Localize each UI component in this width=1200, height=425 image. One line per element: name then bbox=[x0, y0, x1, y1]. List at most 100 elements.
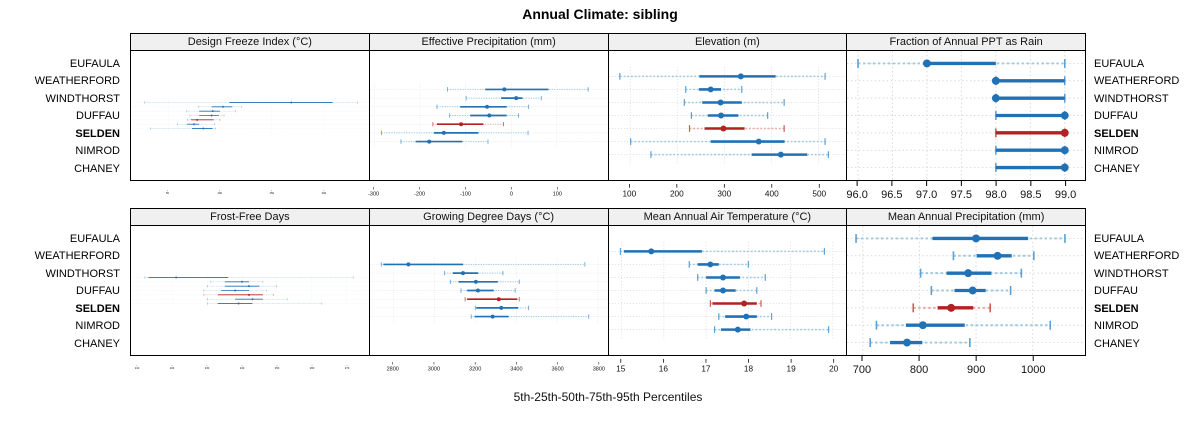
median-dot bbox=[513, 96, 518, 101]
panel-mean-annual-precipitation-mm: Mean Annual Precipitation (mm) 700 800 900 1… bbox=[846, 208, 1086, 380]
median-dot bbox=[717, 112, 724, 119]
row-label-selden: SELDEN bbox=[75, 127, 120, 140]
row-label-windthorst: WINDTHORST bbox=[45, 92, 120, 105]
median-dot bbox=[777, 151, 784, 158]
axis-tick-label: 210 bbox=[135, 366, 140, 370]
row-label-weatherford: WEATHERFORD bbox=[1094, 75, 1180, 87]
axis-tick-label: 98.5 bbox=[1020, 189, 1041, 201]
row-label-weatherford: WEATHERFORD bbox=[34, 75, 120, 87]
median-dot bbox=[919, 321, 928, 330]
row-label-nimrod: NIMROD bbox=[75, 145, 120, 157]
median-dot bbox=[947, 303, 956, 312]
panel-plot bbox=[607, 226, 848, 356]
axis-tick-label: 900 bbox=[967, 364, 985, 376]
panel-strip-title: Fraction of Annual PPT as Rain bbox=[846, 33, 1086, 51]
axis-tick-label: 3600 bbox=[551, 367, 563, 373]
axis-tick-label: 220 bbox=[170, 366, 175, 370]
chart-caption: 5th-25th-50th-75th-95th Percentiles bbox=[513, 390, 703, 404]
axis-tick-label: 0 bbox=[510, 192, 513, 198]
panel-x-axis: 100 200 300 400 500 bbox=[622, 183, 826, 199]
axis-tick-label: 250 bbox=[275, 366, 280, 370]
row-labels-left-top: EUFAULA WEATHERFORD WINDTHORST DUFFAU SELDEN… bbox=[0, 33, 126, 205]
panel-x-axis: 50 100 150 200 bbox=[166, 189, 327, 195]
axis-tick-label: 230 bbox=[205, 366, 210, 370]
axis-tick-label: 2800 bbox=[386, 367, 398, 373]
median-dot bbox=[923, 59, 932, 68]
axis-tick-label: 3000 bbox=[428, 367, 440, 373]
median-dot bbox=[719, 287, 726, 294]
panel-x-axis: -300 -200 -100 0 100 bbox=[368, 186, 562, 198]
row-label-chaney: CHANEY bbox=[74, 337, 120, 350]
axis-tick-label: 200 bbox=[669, 190, 683, 199]
panel-strip-title: Growing Degree Days (°C) bbox=[368, 208, 609, 226]
panel-strip-title: Mean Annual Precipitation (mm) bbox=[846, 208, 1086, 226]
panel-x-axis: 15 16 17 18 19 20 bbox=[616, 358, 839, 374]
row-label-duffau: DUFFAU bbox=[76, 285, 120, 297]
row-label-chaney: CHANEY bbox=[1094, 337, 1140, 350]
median-dot bbox=[1061, 128, 1069, 137]
median-dot bbox=[484, 104, 489, 109]
axis-tick-label: -100 bbox=[460, 192, 471, 198]
panel-plot bbox=[846, 51, 1086, 181]
axis-tick-label: 100 bbox=[622, 190, 636, 199]
median-dot bbox=[1061, 146, 1069, 155]
panel-strip-title: Frost-Free Days bbox=[130, 208, 370, 226]
panel-plot bbox=[368, 51, 609, 181]
median-dot bbox=[903, 338, 912, 347]
axis-tick-label: 3200 bbox=[469, 367, 481, 373]
panel-frost-free-days: Frost-Free Days 210 220 230 240 250 260 270 bbox=[130, 208, 370, 380]
median-dot bbox=[490, 314, 495, 319]
axis-tick-label: 20 bbox=[829, 365, 839, 374]
median-dot bbox=[993, 251, 1002, 260]
median-dot bbox=[737, 73, 744, 80]
axis-tick-label: -300 bbox=[368, 192, 379, 198]
median-dot bbox=[647, 248, 654, 255]
median-dot bbox=[211, 110, 214, 113]
median-dot bbox=[972, 234, 981, 243]
row-label-selden: SELDEN bbox=[1094, 127, 1139, 140]
panels-top: Design Freeze Index (°C) 50 100 150 200 Effec… bbox=[130, 33, 1086, 205]
axis-tick-label: 19 bbox=[786, 365, 796, 374]
panel-fraction-of-annual-ppt-as-rain: Fraction of Annual PPT as Rain 96.0 96.5 97… bbox=[846, 33, 1086, 205]
axis-tick-label: 50 bbox=[166, 191, 170, 195]
axis-tick-label: 1000 bbox=[1021, 364, 1045, 376]
axis-tick-label: 97.5 bbox=[951, 189, 972, 201]
panel-strip-title: Effective Precipitation (mm) bbox=[368, 33, 609, 51]
row-label-weatherford: WEATHERFORD bbox=[1094, 250, 1180, 262]
axis-tick-label: 3800 bbox=[592, 367, 604, 373]
panel-mean-annual-air-temperature-c: Mean Annual Air Temperature (°C) 15 16 17 18… bbox=[607, 208, 848, 380]
median-dot bbox=[248, 293, 251, 296]
axis-tick-label: 500 bbox=[812, 190, 826, 199]
panel-x-axis: 210 220 230 240 250 260 270 bbox=[135, 364, 350, 370]
median-dot bbox=[248, 285, 251, 288]
median-dot bbox=[755, 138, 762, 145]
median-dot bbox=[175, 276, 178, 279]
median-dot bbox=[499, 305, 503, 310]
chart-title: Annual Climate: sibling bbox=[522, 6, 678, 22]
median-dot bbox=[210, 114, 213, 117]
row-label-windthorst: WINDTHORST bbox=[45, 267, 120, 280]
panel-elevation-m: Elevation (m) 100 200 300 400 500 bbox=[607, 33, 848, 205]
axis-tick-label: 240 bbox=[240, 366, 245, 370]
median-dot bbox=[475, 288, 480, 293]
row-label-duffau: DUFFAU bbox=[1094, 110, 1138, 122]
axis-tick-label: 150 bbox=[269, 191, 274, 195]
row-label-eufaula: EUFAULA bbox=[1094, 232, 1145, 245]
median-dot bbox=[237, 302, 240, 305]
panel-x-axis: 700 800 900 1000 bbox=[853, 356, 1046, 376]
median-dot bbox=[193, 123, 196, 126]
row-label-selden: SELDEN bbox=[75, 302, 120, 315]
axis-tick-label: 3400 bbox=[510, 367, 522, 373]
median-dot bbox=[426, 139, 431, 144]
median-dot bbox=[406, 262, 411, 267]
row-label-chaney: CHANEY bbox=[74, 162, 120, 175]
median-dot bbox=[458, 122, 463, 127]
axis-tick-label: 100 bbox=[552, 192, 561, 198]
row-label-nimrod: NIMROD bbox=[1094, 320, 1139, 332]
median-dot bbox=[196, 118, 199, 121]
median-dot bbox=[992, 76, 1001, 85]
row-labels-right-bottom: EUFAULA WEATHERFORD WINDTHORST DUFFAU SELDEN… bbox=[1090, 208, 1200, 380]
row-labels-left-bottom: EUFAULA WEATHERFORD WINDTHORST DUFFAU SELDEN… bbox=[0, 208, 126, 380]
row-label-nimrod: NIMROD bbox=[75, 320, 120, 332]
